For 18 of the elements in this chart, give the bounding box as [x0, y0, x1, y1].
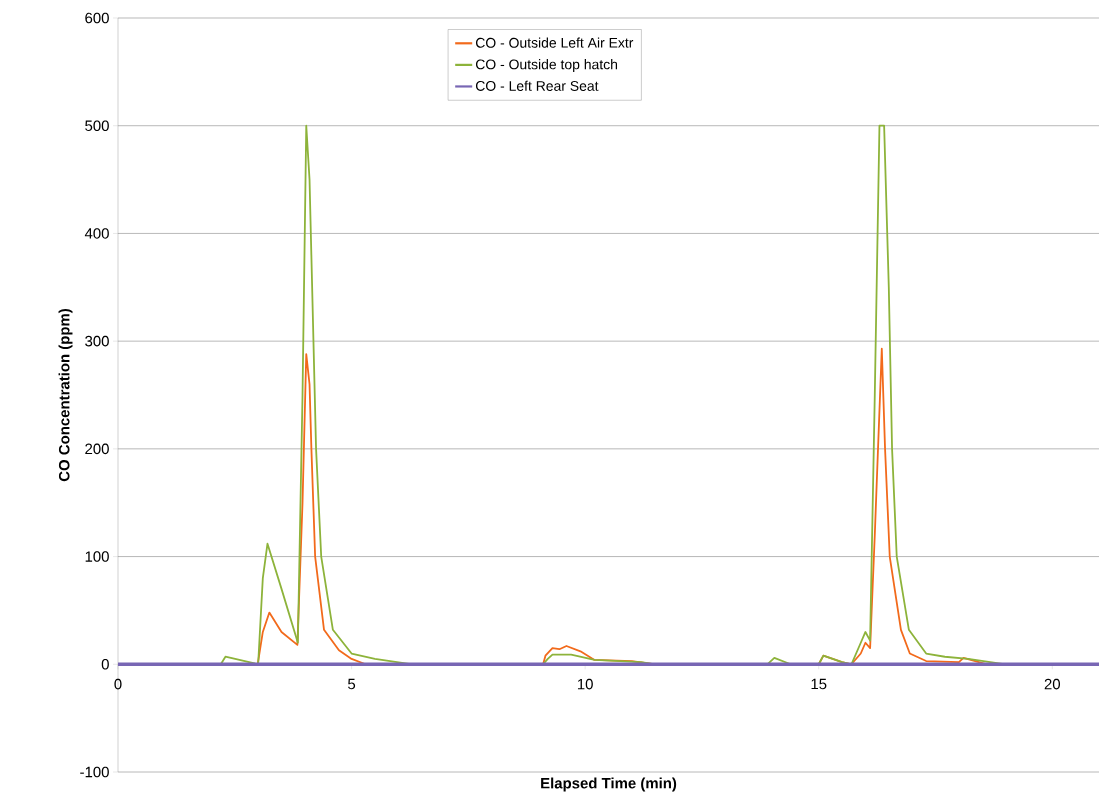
y-tick-label: 600	[85, 12, 109, 24]
y-tick-label: 400	[84, 228, 109, 239]
legend-label: CO - Left Rear Seat	[475, 80, 599, 91]
y-tick-label: 100	[85, 551, 109, 562]
legend-label: CO - Outside Left Air Extr	[475, 37, 634, 48]
x-tick-label: 0	[114, 678, 122, 690]
x-tick-label: 5	[348, 678, 356, 690]
y-tick-label: 0	[101, 658, 109, 670]
y-axis-title: CO Concentration (ppm)	[58, 308, 73, 482]
x-tick-label: 15	[811, 678, 827, 690]
x-tick-label: 20	[1044, 678, 1061, 690]
legend-label: CO - Outside top hatch	[475, 59, 618, 73]
y-tick-label: -100	[80, 766, 109, 778]
x-tick-label: 10	[577, 678, 593, 690]
y-tick-label: 200	[85, 443, 109, 455]
y-tick-label: 300	[85, 335, 109, 347]
x-axis-title: Elapsed Time (min)	[541, 777, 677, 792]
y-tick-label: 500	[85, 120, 109, 131]
